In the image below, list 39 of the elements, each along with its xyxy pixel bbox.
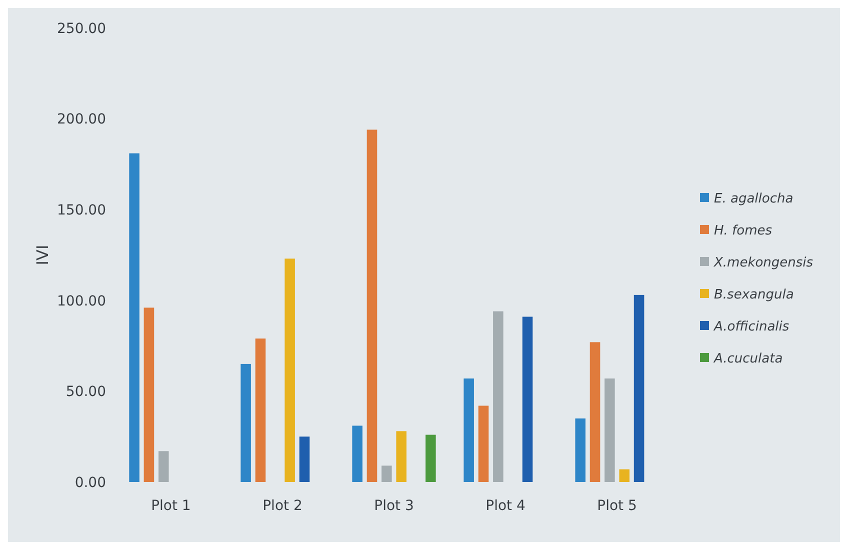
legend-label: X.mekongensis: [713, 256, 814, 271]
bar: [426, 434, 436, 482]
bar: [240, 364, 251, 482]
bar: [634, 294, 644, 482]
bar: [478, 406, 489, 482]
x-tick-label: Plot 2: [262, 498, 302, 514]
bar: [144, 308, 154, 482]
bar: [590, 342, 600, 482]
bar: [382, 466, 392, 482]
bar: [464, 378, 474, 482]
bar: [619, 469, 630, 482]
y-tick-label: 50.00: [66, 384, 106, 400]
bar: [575, 418, 586, 482]
bar: [255, 338, 266, 482]
y-tick-label: 250.00: [57, 20, 106, 37]
y-tick-label: 0.00: [74, 474, 106, 491]
legend-label: H. fomes: [714, 224, 772, 239]
bar: [493, 311, 504, 482]
legend-label: B.sexangula: [714, 288, 794, 303]
legend-label: A.cuculata: [713, 352, 783, 367]
bar: [366, 130, 378, 482]
x-tick-label: Plot 3: [374, 498, 414, 514]
y-tick-label: 200.00: [57, 112, 106, 128]
x-tick-label: Plot 4: [486, 498, 526, 514]
bar: [352, 426, 362, 482]
legend-label: E. agallocha: [714, 192, 794, 207]
bar: [604, 378, 615, 482]
legend-label: A.officinalis: [713, 320, 790, 335]
y-tick-label: 100.00: [57, 293, 106, 310]
bar: [129, 153, 140, 482]
bar: [522, 316, 533, 482]
bar: [158, 451, 169, 482]
x-tick-label: Plot 5: [597, 498, 637, 514]
y-tick-label: 150.00: [57, 202, 106, 218]
bar: [396, 431, 406, 482]
bar: [284, 258, 295, 482]
bar: [299, 436, 310, 482]
y-axis-title: IVI: [33, 244, 52, 266]
x-tick-label: Plot 1: [151, 498, 191, 514]
